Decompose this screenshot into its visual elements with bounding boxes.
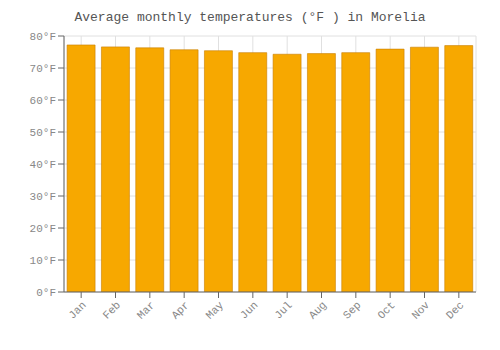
svg-text:Jan: Jan <box>66 299 88 321</box>
svg-text:Mar: Mar <box>135 299 157 321</box>
svg-text:Sep: Sep <box>341 299 363 321</box>
svg-text:Oct: Oct <box>375 299 397 321</box>
html-text:Average monthly temperatures (: Average monthly temperatures (°F ) in Mo… <box>74 10 426 25</box>
svg-text:10°F: 10°F <box>30 255 56 267</box>
svg-text:20°F: 20°F <box>30 223 56 235</box>
svg-text:60°F: 60°F <box>30 95 56 107</box>
svg-text:Dec: Dec <box>444 299 466 321</box>
svg-text:80°F: 80°F <box>30 31 56 43</box>
svg-text:Nov: Nov <box>410 299 433 322</box>
svg-text:0°F: 0°F <box>36 287 56 299</box>
svg-text:Apr: Apr <box>169 299 191 321</box>
svg-text:30°F: 30°F <box>30 191 56 203</box>
svg-text:Feb: Feb <box>101 299 123 321</box>
svg-text:Jun: Jun <box>238 299 260 321</box>
svg-text:May: May <box>204 299 227 322</box>
svg-text:Jul: Jul <box>272 299 294 321</box>
svg-text:50°F: 50°F <box>30 127 56 139</box>
svg-text:70°F: 70°F <box>30 63 56 75</box>
svg-text:40°F: 40°F <box>30 159 56 171</box>
svg-text:Aug: Aug <box>307 299 329 321</box>
